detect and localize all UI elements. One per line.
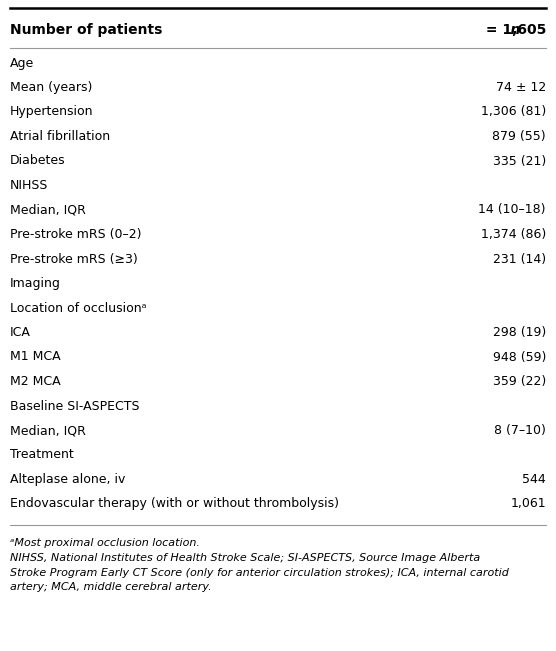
Text: 1,306 (81): 1,306 (81) [481, 105, 546, 118]
Text: ICA: ICA [10, 326, 31, 339]
Text: Alteplase alone, iv: Alteplase alone, iv [10, 473, 125, 486]
Text: 8 (7–10): 8 (7–10) [494, 424, 546, 437]
Text: Mean (years): Mean (years) [10, 81, 92, 94]
Text: 879 (55): 879 (55) [493, 130, 546, 143]
Text: 544: 544 [522, 473, 546, 486]
Text: Imaging: Imaging [10, 277, 61, 290]
Text: Treatment: Treatment [10, 449, 74, 462]
Text: 1,374 (86): 1,374 (86) [481, 228, 546, 241]
Text: M2 MCA: M2 MCA [10, 375, 61, 388]
Text: NIHSS: NIHSS [10, 179, 48, 192]
Text: 74 ± 12: 74 ± 12 [496, 81, 546, 94]
Text: 359 (22): 359 (22) [493, 375, 546, 388]
Text: Pre-stroke mRS (≥3): Pre-stroke mRS (≥3) [10, 253, 138, 266]
Text: Endovascular therapy (with or without thrombolysis): Endovascular therapy (with or without th… [10, 497, 339, 510]
Text: Baseline SI-ASPECTS: Baseline SI-ASPECTS [10, 400, 140, 413]
Text: artery; MCA, middle cerebral artery.: artery; MCA, middle cerebral artery. [10, 582, 212, 592]
Text: M1 MCA: M1 MCA [10, 350, 61, 363]
Text: Number of patients: Number of patients [10, 23, 162, 37]
Text: 298 (19): 298 (19) [493, 326, 546, 339]
Text: 14 (10–18): 14 (10–18) [479, 204, 546, 217]
Text: = 1,605: = 1,605 [480, 23, 546, 37]
Text: 335 (21): 335 (21) [493, 154, 546, 167]
Text: Stroke Program Early CT Score (only for anterior circulation strokes); ICA, inte: Stroke Program Early CT Score (only for … [10, 568, 509, 577]
Text: Median, IQR: Median, IQR [10, 204, 86, 217]
Text: n: n [494, 23, 520, 37]
Text: Diabetes: Diabetes [10, 154, 66, 167]
Text: Atrial fibrillation: Atrial fibrillation [10, 130, 110, 143]
Text: Pre-stroke mRS (0–2): Pre-stroke mRS (0–2) [10, 228, 141, 241]
Text: 948 (59): 948 (59) [493, 350, 546, 363]
Text: 1,061: 1,061 [510, 497, 546, 510]
Text: Age: Age [10, 57, 34, 70]
Text: Hypertension: Hypertension [10, 105, 93, 118]
Text: 231 (14): 231 (14) [493, 253, 546, 266]
Text: NIHSS, National Institutes of Health Stroke Scale; SI-ASPECTS, Source Image Albe: NIHSS, National Institutes of Health Str… [10, 553, 480, 563]
Text: ᵃMost proximal occlusion location.: ᵃMost proximal occlusion location. [10, 538, 200, 549]
Text: Median, IQR: Median, IQR [10, 424, 86, 437]
Text: Location of occlusionᵃ: Location of occlusionᵃ [10, 301, 146, 314]
